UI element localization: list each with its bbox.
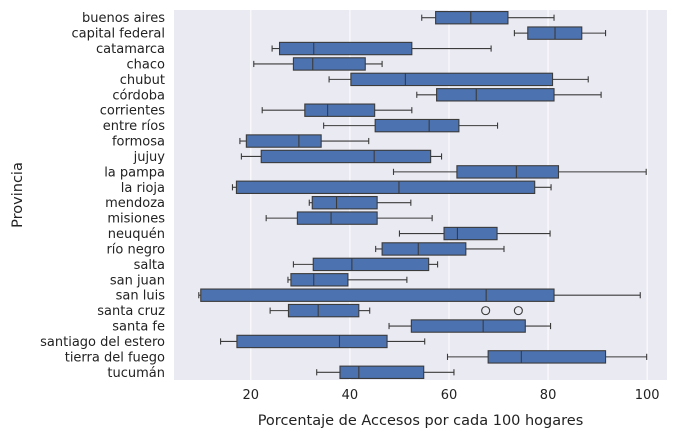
box-group (253, 57, 383, 71)
box (287, 303, 360, 318)
box (235, 180, 536, 195)
box-group (220, 334, 426, 349)
box (312, 257, 430, 272)
y-tick-label: entre ríos (103, 119, 165, 134)
x-axis-label: Porcentaje de Accesos por cada 100 hogar… (258, 413, 584, 429)
box (296, 211, 378, 225)
y-tick-label: chaco (127, 57, 166, 72)
y-tick-label: jujuy (133, 150, 166, 165)
boxes-layer (198, 10, 648, 380)
box (278, 41, 413, 56)
box (381, 242, 467, 256)
box-group (292, 257, 439, 272)
box-group (316, 365, 455, 380)
box-group (375, 242, 505, 256)
y-tick-label: río negro (106, 242, 165, 257)
y-tick-label: la pampa (104, 165, 165, 180)
box (200, 288, 555, 302)
y-tick-label: buenos aires (82, 11, 165, 26)
box-group (323, 118, 499, 133)
y-tick-label: san juan (110, 273, 165, 288)
x-tick-label: 60 (441, 388, 458, 403)
y-tick-label: san luis (116, 289, 166, 304)
y-tick-label: tucumán (107, 366, 165, 381)
box (410, 319, 526, 333)
outlier-point (513, 306, 523, 316)
box (350, 72, 554, 87)
box (374, 118, 460, 133)
y-tick-label: catamarca (96, 42, 165, 57)
box (236, 334, 388, 349)
x-tick-label: 40 (342, 388, 359, 403)
box (456, 165, 560, 179)
y-tick-label: santa fe (112, 320, 165, 335)
x-tick-label: 100 (635, 388, 660, 403)
box-group (271, 41, 492, 56)
box-group (261, 103, 413, 117)
y-tick-label: tierra del fuego (65, 350, 165, 365)
box-group (416, 88, 602, 102)
y-tick-label: formosa (112, 135, 165, 150)
y-tick-label: santiago del estero (40, 335, 165, 350)
box-group (328, 72, 589, 87)
outlier-point (481, 306, 491, 316)
box (436, 88, 555, 102)
x-tick-label: 80 (540, 388, 557, 403)
gridlines (250, 10, 648, 380)
box (339, 365, 425, 380)
box (487, 350, 607, 364)
y-tick-label: capital federal (71, 27, 165, 42)
y-tick-label: la rioja (121, 181, 165, 196)
y-tick-label: salta (134, 258, 165, 273)
box-group (287, 273, 408, 287)
box-group (392, 165, 647, 179)
box-group (421, 10, 555, 25)
x-tick-label: 20 (243, 388, 260, 403)
y-tick-label: neuquén (108, 227, 165, 242)
box (290, 273, 349, 287)
y-axis-label: Provincia (10, 162, 26, 228)
box (304, 103, 376, 117)
box (443, 226, 498, 241)
x-tick-labels: 20 40 60 80 100 (243, 388, 660, 403)
box-group (198, 288, 641, 302)
y-tick-label: córdoba (112, 88, 165, 103)
box-group (240, 149, 443, 164)
box-group (265, 211, 433, 225)
box-group (231, 180, 552, 195)
y-tick-label: misiones (107, 212, 165, 227)
box-group (269, 303, 523, 318)
box (311, 195, 378, 210)
plot-area (174, 10, 667, 380)
y-tick-label: mendoza (105, 196, 165, 211)
box (292, 57, 366, 71)
y-tick-label: corrientes (100, 104, 166, 119)
box-group (388, 319, 552, 333)
y-tick-label: santa cruz (97, 304, 165, 319)
box-group (239, 134, 370, 148)
box-group (446, 350, 648, 364)
box-group (513, 26, 607, 40)
y-tick-label: chubut (120, 73, 165, 88)
box-group (308, 195, 412, 210)
box (435, 10, 509, 25)
box-group (398, 226, 551, 241)
box (260, 149, 432, 164)
box (245, 134, 322, 148)
